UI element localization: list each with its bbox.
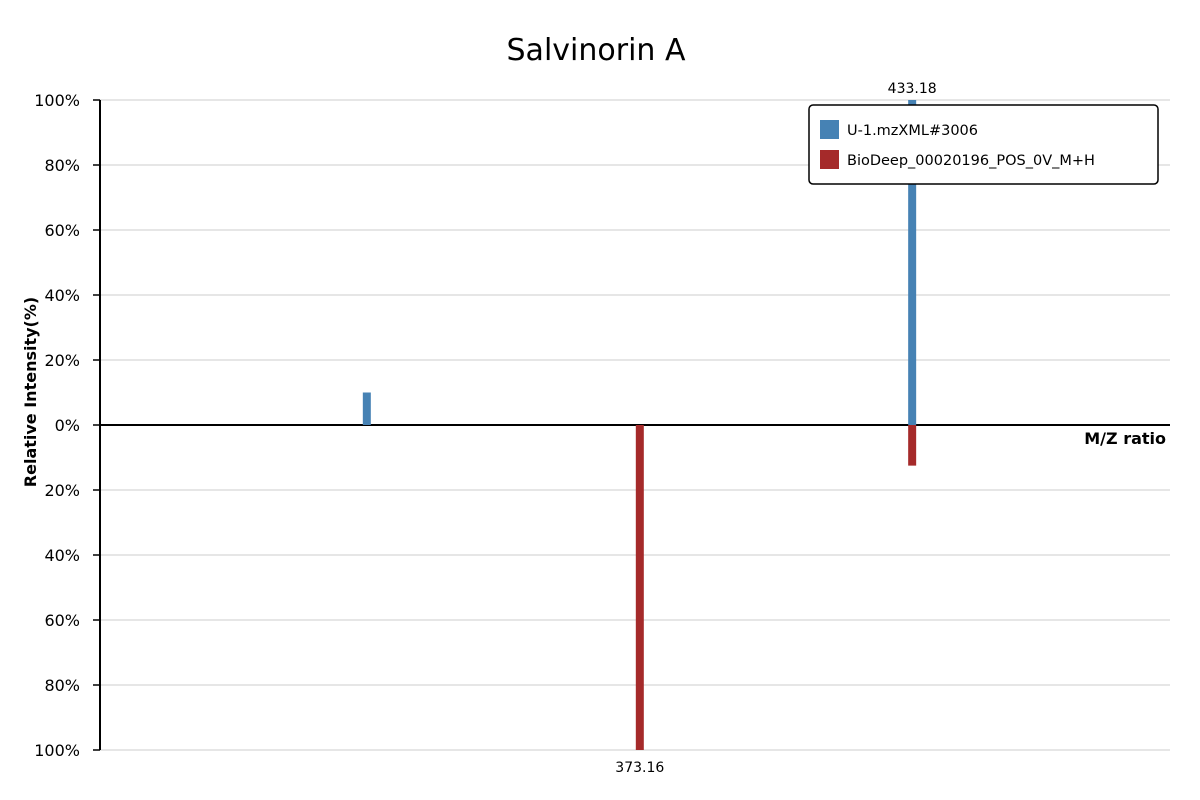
axes: 100% 80% 60% 40% 20% 0% 20% 40% 60% 80% 100% xyxy=(34,91,1170,760)
x-axis-label: M/Z ratio xyxy=(1084,429,1166,448)
chart-title: Salvinorin A xyxy=(507,33,686,68)
peak-bar-series-1 xyxy=(908,100,917,425)
legend-swatch xyxy=(820,120,839,139)
y-tick-label: 20% xyxy=(44,351,80,370)
peak-bars xyxy=(362,100,917,750)
y-tick-label: 60% xyxy=(44,611,80,630)
legend-label: U-1.mzXML#3006 xyxy=(847,123,978,139)
y-tick-label: 60% xyxy=(44,221,80,240)
y-tick-label: 100% xyxy=(34,91,80,110)
peak-bar-series-2 xyxy=(635,425,644,750)
legend: U-1.mzXML#3006 BioDeep_00020196_POS_0V_M+… xyxy=(808,104,1159,185)
y-tick-label: 80% xyxy=(44,156,80,175)
y-tick-label: 40% xyxy=(44,546,80,565)
grid-lines xyxy=(100,99,1170,751)
y-tick-label: 20% xyxy=(44,481,80,500)
peak-label: 433.18 xyxy=(888,81,937,97)
y-axis-label: Relative Intensity(%) xyxy=(21,297,40,487)
y-tick-label: 100% xyxy=(34,741,80,760)
peak-label: 373.16 xyxy=(615,760,664,776)
peak-bar-series-1 xyxy=(362,392,371,425)
peak-labels: 433.18 373.16 xyxy=(615,81,936,776)
y-tick-label: 80% xyxy=(44,676,80,695)
peak-bar-series-2 xyxy=(908,425,917,466)
y-tick-label: 0% xyxy=(55,416,80,435)
legend-label: BioDeep_00020196_POS_0V_M+H xyxy=(847,153,1095,169)
y-tick-label: 40% xyxy=(44,286,80,305)
legend-box xyxy=(808,104,1159,185)
legend-swatch xyxy=(820,150,839,169)
